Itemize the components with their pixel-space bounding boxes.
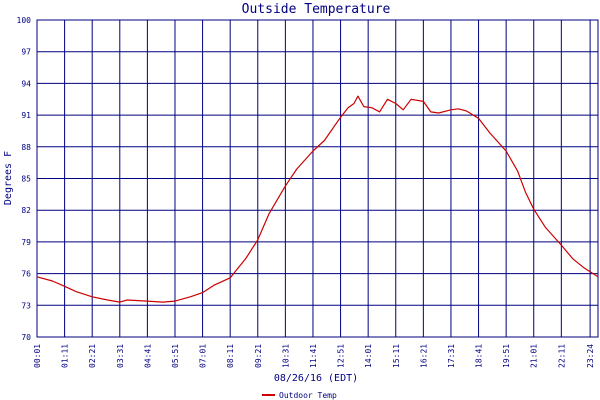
x-tick-label: 09:21 xyxy=(254,344,263,368)
y-tick-label: 91 xyxy=(21,111,31,120)
y-tick-label: 94 xyxy=(21,79,31,88)
y-tick-label: 88 xyxy=(21,143,31,152)
chart-title: Outside Temperature xyxy=(242,2,391,17)
y-axis-label: Degrees F xyxy=(3,151,14,205)
x-tick-label: 19:51 xyxy=(502,344,511,368)
x-tick-label: 02:21 xyxy=(88,344,97,368)
y-tick-label: 85 xyxy=(21,175,31,184)
legend: Outdoor Temp xyxy=(262,391,337,400)
x-tick-label: 03:31 xyxy=(116,344,125,368)
x-tick-label: 00:01 xyxy=(33,344,42,368)
x-tick-label: 16:21 xyxy=(419,344,428,368)
x-tick-label: 14:01 xyxy=(364,344,373,368)
y-tick-label: 79 xyxy=(21,238,31,247)
series-line xyxy=(36,95,599,303)
y-tick-label: 97 xyxy=(21,48,31,57)
legend-label: Outdoor Temp xyxy=(279,391,337,400)
x-tick-label: 21:01 xyxy=(530,344,539,368)
x-tick-label: 04:41 xyxy=(143,344,152,368)
x-tick-label: 01:11 xyxy=(61,344,70,368)
y-tick-label: 73 xyxy=(21,301,31,310)
y-tick-label: 76 xyxy=(21,270,31,279)
x-tick-label: 11:41 xyxy=(309,344,318,368)
y-tick-label: 70 xyxy=(21,333,31,342)
y-tick-label: 100 xyxy=(17,16,32,25)
x-tick-label: 05:51 xyxy=(171,344,180,368)
x-tick-label: 12:51 xyxy=(337,344,346,368)
x-tick-label: 07:01 xyxy=(199,344,208,368)
x-axis-label: 08/26/16 (EDT) xyxy=(274,373,358,384)
plot-frame xyxy=(36,19,599,338)
y-tick-labels: 70 73 76 79 82 85 88 91 94 97 100 xyxy=(17,16,32,342)
x-tick-label: 10:31 xyxy=(281,344,290,368)
y-tick-label: 82 xyxy=(21,206,31,215)
x-tick-label: 23:24 xyxy=(586,344,595,368)
x-tick-label: 15:11 xyxy=(392,344,401,368)
grid-lines xyxy=(36,19,598,338)
x-tick-label: 17:31 xyxy=(447,344,456,368)
x-tick-label: 18:41 xyxy=(475,344,484,368)
x-tick-label: 22:11 xyxy=(557,344,566,368)
x-tick-labels: 00:01 01:11 02:21 03:31 04:41 05:51 07:01 08:11… xyxy=(33,344,595,368)
x-tick-label: 08:11 xyxy=(226,344,235,368)
